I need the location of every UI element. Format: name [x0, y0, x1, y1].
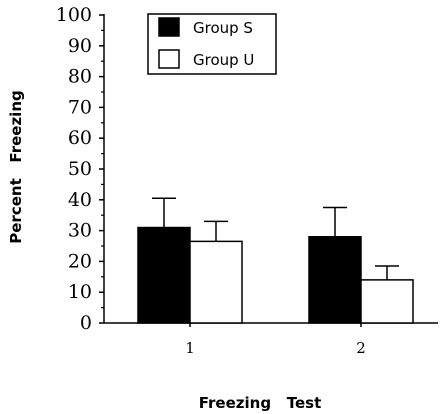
- legend: Group S Group U: [147, 13, 277, 75]
- bar-group-s-test-1: [137, 226, 191, 324]
- legend-label-group-s: Group S: [193, 19, 253, 37]
- y-tick-label: 0: [80, 312, 92, 334]
- x-tick-label: 1: [185, 339, 195, 357]
- y-tick-label: 90: [68, 35, 92, 57]
- y-tick-label: 30: [68, 220, 92, 242]
- y-tick-label: 60: [68, 127, 92, 149]
- y-tick-label: 100: [56, 4, 92, 26]
- y-tick-label: 50: [68, 158, 92, 180]
- legend-label-group-u: Group U: [193, 51, 254, 69]
- labels: 0 10 20 30 40 50 60 70 80 90 100 1 2: [56, 4, 366, 357]
- y-axis-title: Percent Freezing: [7, 90, 25, 243]
- y-tick-label: 20: [68, 250, 92, 272]
- bar-group-u-test-1: [189, 240, 243, 324]
- x-tick-label: 2: [356, 339, 366, 357]
- bars: [137, 197, 414, 324]
- bar-group-u-test-2: [360, 279, 414, 324]
- y-tick-label: 70: [68, 96, 92, 118]
- legend-swatch-group-s: [158, 17, 180, 37]
- legend-swatch-group-u: [158, 49, 180, 69]
- bar-group-s-test-2: [308, 236, 362, 324]
- y-tick-label: 10: [68, 281, 92, 303]
- y-tick-label: 40: [68, 189, 92, 211]
- x-axis-title: Freezing Test: [199, 394, 322, 412]
- y-tick-label: 80: [68, 66, 92, 88]
